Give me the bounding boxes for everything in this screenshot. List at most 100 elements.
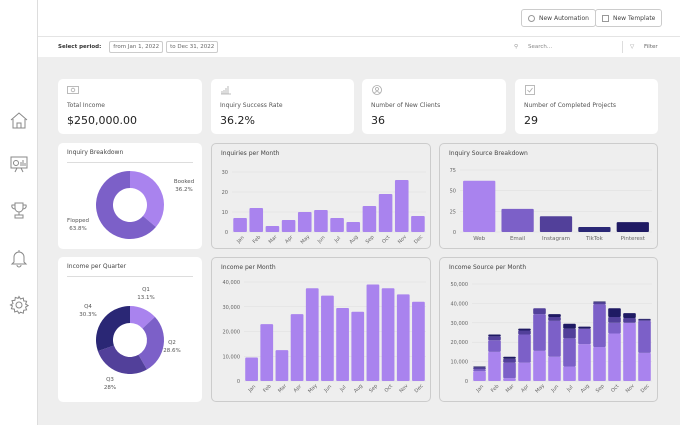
bar [488, 334, 501, 337]
search-input[interactable]: Search... [528, 44, 553, 50]
bar [488, 336, 501, 341]
filter-button[interactable]: Filter [644, 44, 658, 50]
bar [314, 210, 328, 232]
bar [297, 212, 312, 232]
x-tick-label: Web [473, 236, 485, 242]
kpi-value: 36 [371, 114, 385, 127]
kpi-card-new-clients: Number of New Clients 36 [362, 79, 506, 134]
chart-title: Inquiries per Month [221, 150, 280, 157]
slice-value: 28% [104, 385, 116, 391]
slice-label: Q3 [106, 377, 114, 383]
bar [378, 194, 393, 232]
bar [275, 350, 289, 381]
bar [593, 347, 606, 381]
bar-chart-icon [221, 86, 231, 95]
income-per-quarter-card: Income per Quarter Q1 13.1% Q2 28.6% Q3 28% Q4… [58, 257, 202, 402]
x-tick-label: Apr [284, 234, 295, 245]
donut-slice [97, 345, 147, 374]
bar [548, 316, 561, 321]
x-tick-label: Mar [268, 234, 280, 246]
presentation-chart-icon[interactable] [9, 154, 29, 174]
period-to-input[interactable]: to Dec 31, 2022 [166, 41, 219, 53]
bar [265, 226, 280, 232]
new-automation-button[interactable]: New Automation [521, 9, 596, 27]
donut-slice [96, 306, 130, 352]
filter-icon[interactable]: ▽ [630, 44, 635, 50]
period-from-input[interactable]: from Jan 1, 2022 [109, 41, 164, 53]
x-tick-label: Sep [368, 383, 379, 394]
new-template-label: New Template [613, 14, 656, 22]
y-tick-label: 20,000 [451, 340, 469, 346]
bar [503, 378, 516, 381]
bar [473, 369, 486, 372]
slice-label: Flopped [67, 218, 89, 224]
automation-icon [528, 14, 535, 22]
x-tick-label: Jul [338, 384, 347, 393]
title-divider [67, 162, 193, 163]
bar [638, 320, 651, 353]
x-tick-label: May [534, 383, 546, 395]
new-template-button[interactable]: New Template [595, 9, 663, 27]
bar [362, 206, 377, 232]
chart-title: Inquiry Breakdown [67, 149, 124, 156]
bar [578, 227, 611, 232]
bar [518, 334, 531, 363]
bar [623, 313, 636, 318]
bar [245, 357, 258, 381]
x-tick-label: May [300, 234, 312, 246]
slice-value: 30.3% [79, 312, 96, 318]
bar [488, 340, 501, 352]
x-tick-label: Mar [505, 383, 517, 395]
settings-icon[interactable] [9, 295, 29, 315]
bar [533, 314, 546, 351]
x-tick-label: Email [510, 236, 526, 242]
bar [593, 302, 606, 305]
search-icon: ⚲ [514, 44, 519, 50]
x-tick-label: Oct [384, 384, 394, 394]
x-tick-label: Jan [235, 235, 245, 245]
bar [249, 208, 264, 232]
divider [622, 41, 623, 53]
bar [503, 358, 516, 363]
x-tick-label: Jan [247, 384, 257, 394]
bar [593, 301, 606, 303]
bar [563, 323, 576, 329]
user-icon [372, 85, 382, 95]
slice-value: 63.8% [69, 226, 86, 232]
bar [623, 322, 636, 381]
bar [616, 222, 649, 232]
x-tick-label: Aug [348, 234, 359, 245]
chart-title: Inquiry Source Breakdown [449, 150, 528, 157]
bar [518, 330, 531, 335]
y-tick-label: 20 [222, 190, 228, 196]
kpi-card-total-income: Total Income $250,000.00 [58, 79, 202, 134]
x-tick-label: Pinterest [621, 236, 646, 242]
slice-value: 13.1% [137, 295, 154, 301]
home-icon[interactable] [9, 110, 29, 130]
bar [548, 356, 561, 381]
slice-value: 36.2% [175, 187, 192, 193]
kpi-label: Inquiry Success Rate [220, 102, 283, 109]
dashboard-main: Total Income $250,000.00 Inquiry Success… [38, 57, 680, 425]
bar [638, 319, 651, 321]
x-tick-label: TikTok [585, 236, 604, 242]
y-tick-label: 50,000 [451, 282, 469, 288]
kpi-label: Number of Completed Projects [524, 102, 616, 109]
bar [233, 218, 247, 232]
bar [411, 216, 425, 232]
new-automation-label: New Automation [539, 14, 589, 22]
x-tick-label: Jun [550, 384, 560, 394]
inquiries-per-month-chart: 0 10 20 30 Jan Feb Mar Apr May Jun Jul Aug Sep Oct Nov… [222, 170, 426, 246]
bell-icon[interactable] [9, 248, 29, 268]
kpi-card-inquiry-success: Inquiry Success Rate 36.2% [211, 79, 354, 134]
bar [488, 351, 501, 381]
kpi-card-completed-projects: Number of Completed Projects 29 [515, 79, 658, 134]
y-tick-label: 0 [237, 379, 240, 385]
y-tick-label: 10 [222, 210, 228, 216]
sidebar [0, 0, 38, 425]
trophy-icon[interactable] [9, 200, 29, 220]
y-tick-label: 0 [225, 230, 228, 236]
slice-label: Q1 [142, 287, 150, 293]
x-tick-label: Dec [640, 383, 651, 394]
y-tick-label: 25 [450, 209, 456, 215]
